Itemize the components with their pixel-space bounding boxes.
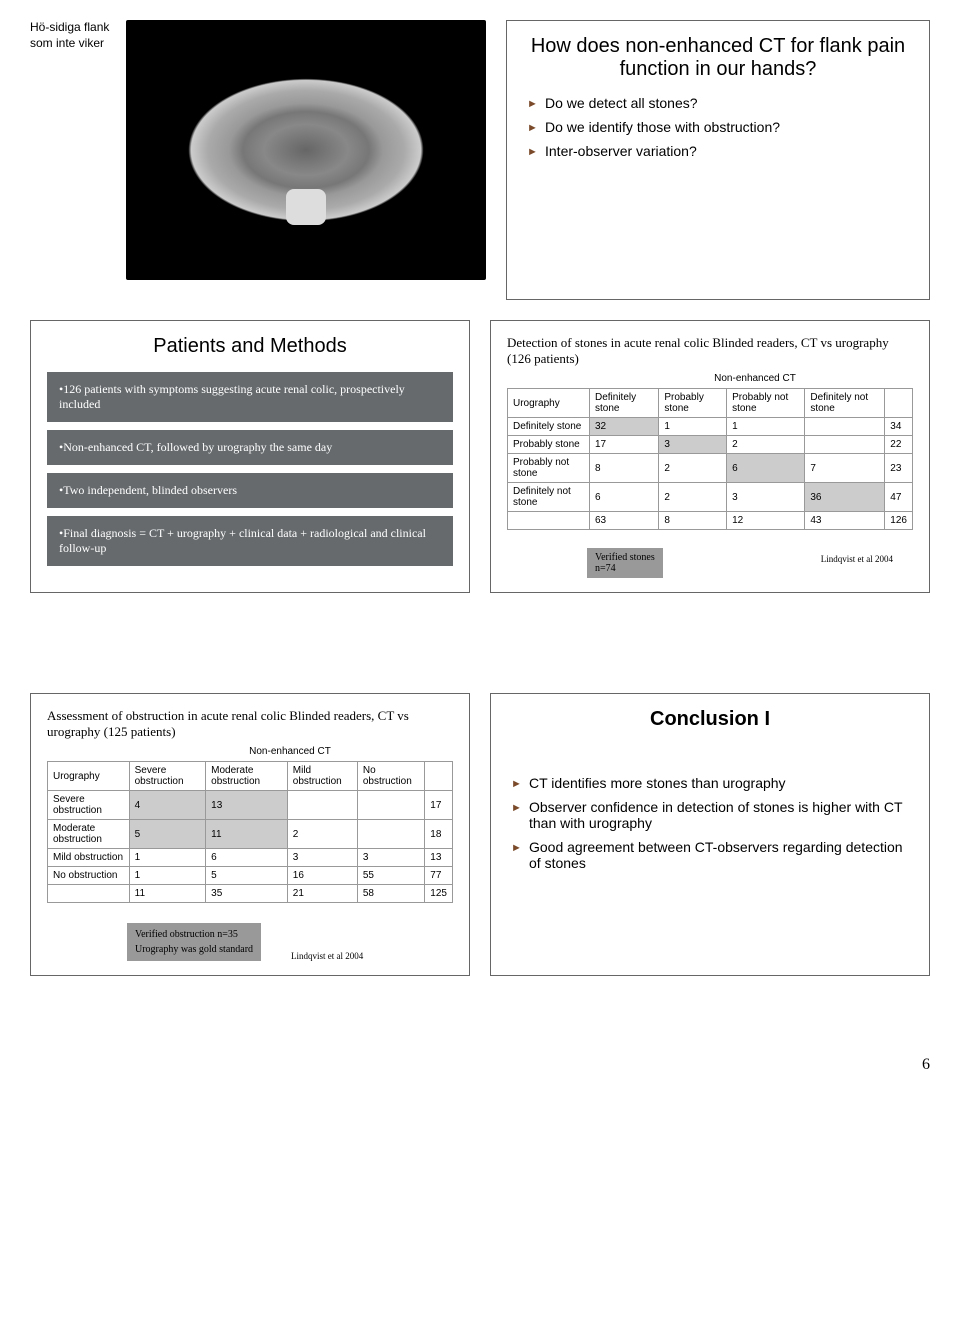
slide-obstruction-table: Assessment of obstruction in acute renal…	[30, 693, 470, 976]
table-row: Severe obstruction41317	[48, 791, 453, 820]
col-header: Moderate obstruction	[206, 762, 288, 791]
verified-row: Verified stones n=74 Lindqvist et al 200…	[507, 540, 913, 578]
verified-row: Verified obstruction n=35 Urography was …	[127, 915, 453, 961]
table-row: Definitely stone321134	[508, 418, 913, 436]
table-row: Definitely not stone6233647	[508, 483, 913, 512]
table-row: Probably stone173222	[508, 436, 913, 454]
verified-box: Verified stones n=74	[587, 548, 663, 578]
slide-title-questions: How does non-enhanced CT for flank pain …	[506, 20, 930, 300]
question-list: Do we detect all stones? Do we identify …	[523, 95, 913, 159]
ct-scan-image	[126, 20, 486, 280]
table-row: 6381243126	[508, 512, 913, 530]
obstruction-table: Urography Severe obstruction Moderate ob…	[47, 761, 453, 903]
methods-boxes: •126 patients with symptoms suggesting a…	[47, 372, 453, 566]
ct-image-panel: Hö-sidiga flank som inte viker	[30, 20, 486, 280]
table-row: Moderate obstruction511218	[48, 820, 453, 849]
col-header: Mild obstruction	[287, 762, 357, 791]
col-header: Severe obstruction	[129, 762, 206, 791]
citation: Lindqvist et al 2004	[291, 951, 363, 961]
bullet-item: Do we detect all stones?	[527, 95, 913, 111]
slide-patients-methods: Patients and Methods •126 patients with …	[30, 320, 470, 593]
col-header: Urography	[508, 389, 590, 418]
method-box: •Final diagnosis = CT + urography + clin…	[47, 516, 453, 566]
verified-box: Verified obstruction n=35 Urography was …	[127, 923, 261, 961]
detection-table: Urography Definitely stone Probably ston…	[507, 388, 913, 530]
bullet-item: Observer confidence in detection of ston…	[511, 799, 913, 831]
slide-conclusion: Conclusion I CT identifies more stones t…	[490, 693, 930, 976]
table-row: No obstruction15165577	[48, 867, 453, 885]
detection-subtitle: Detection of stones in acute renal colic…	[507, 335, 913, 367]
bullet-item: Inter-observer variation?	[527, 143, 913, 159]
slide-heading: How does non-enhanced CT for flank pain …	[523, 35, 913, 81]
table-row: Mild obstruction163313	[48, 849, 453, 867]
table-row: Probably not stone826723	[508, 454, 913, 483]
col-header	[425, 762, 453, 791]
ne-ct-label: Non-enhanced CT	[597, 373, 913, 384]
table-row: 11352158125	[48, 885, 453, 903]
method-box: •126 patients with symptoms suggesting a…	[47, 372, 453, 422]
col-header: Definitely not stone	[805, 389, 885, 418]
col-header: Urography	[48, 762, 130, 791]
bullet-item: Do we identify those with obstruction?	[527, 119, 913, 135]
method-box: •Non-enhanced CT, followed by urography …	[47, 430, 453, 465]
citation: Lindqvist et al 2004	[821, 554, 893, 564]
methods-heading: Patients and Methods	[47, 335, 453, 358]
col-header: Definitely stone	[589, 389, 658, 418]
ne-ct-label: Non-enhanced CT	[127, 746, 453, 757]
page-number: 6	[30, 1056, 930, 1074]
bullet-item: Good agreement between CT-observers rega…	[511, 839, 913, 871]
col-header	[885, 389, 913, 418]
col-header: Probably stone	[659, 389, 727, 418]
conclusion-heading: Conclusion I	[507, 708, 913, 731]
conclusion-list: CT identifies more stones than urography…	[507, 775, 913, 871]
slide-detection-table: Detection of stones in acute renal colic…	[490, 320, 930, 593]
col-header: Probably not stone	[727, 389, 805, 418]
bullet-item: CT identifies more stones than urography	[511, 775, 913, 791]
obstruction-subtitle: Assessment of obstruction in acute renal…	[47, 708, 453, 740]
ct-caption: Hö-sidiga flank som inte viker	[30, 20, 120, 51]
method-box: •Two independent, blinded observers	[47, 473, 453, 508]
col-header: No obstruction	[357, 762, 424, 791]
